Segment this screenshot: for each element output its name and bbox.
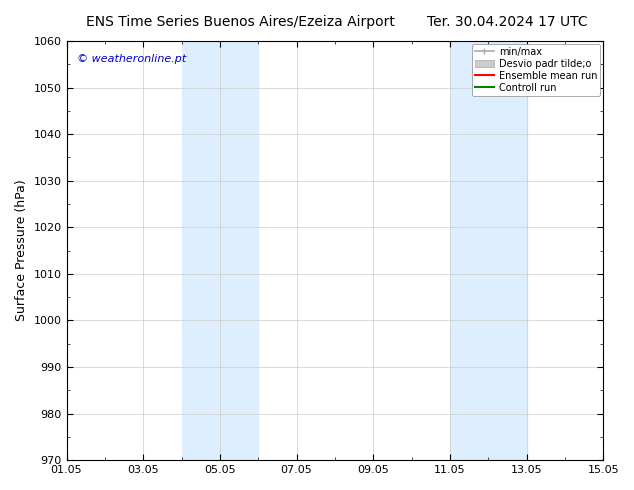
Text: Ter. 30.04.2024 17 UTC: Ter. 30.04.2024 17 UTC: [427, 15, 588, 29]
Text: © weatheronline.pt: © weatheronline.pt: [77, 53, 186, 64]
Text: ENS Time Series Buenos Aires/Ezeiza Airport: ENS Time Series Buenos Aires/Ezeiza Airp…: [86, 15, 396, 29]
Bar: [181, 41, 258, 460]
Bar: [450, 41, 526, 460]
Y-axis label: Surface Pressure (hPa): Surface Pressure (hPa): [15, 180, 28, 321]
Legend: min/max, Desvio padr tilde;o, Ensemble mean run, Controll run: min/max, Desvio padr tilde;o, Ensemble m…: [472, 44, 600, 96]
